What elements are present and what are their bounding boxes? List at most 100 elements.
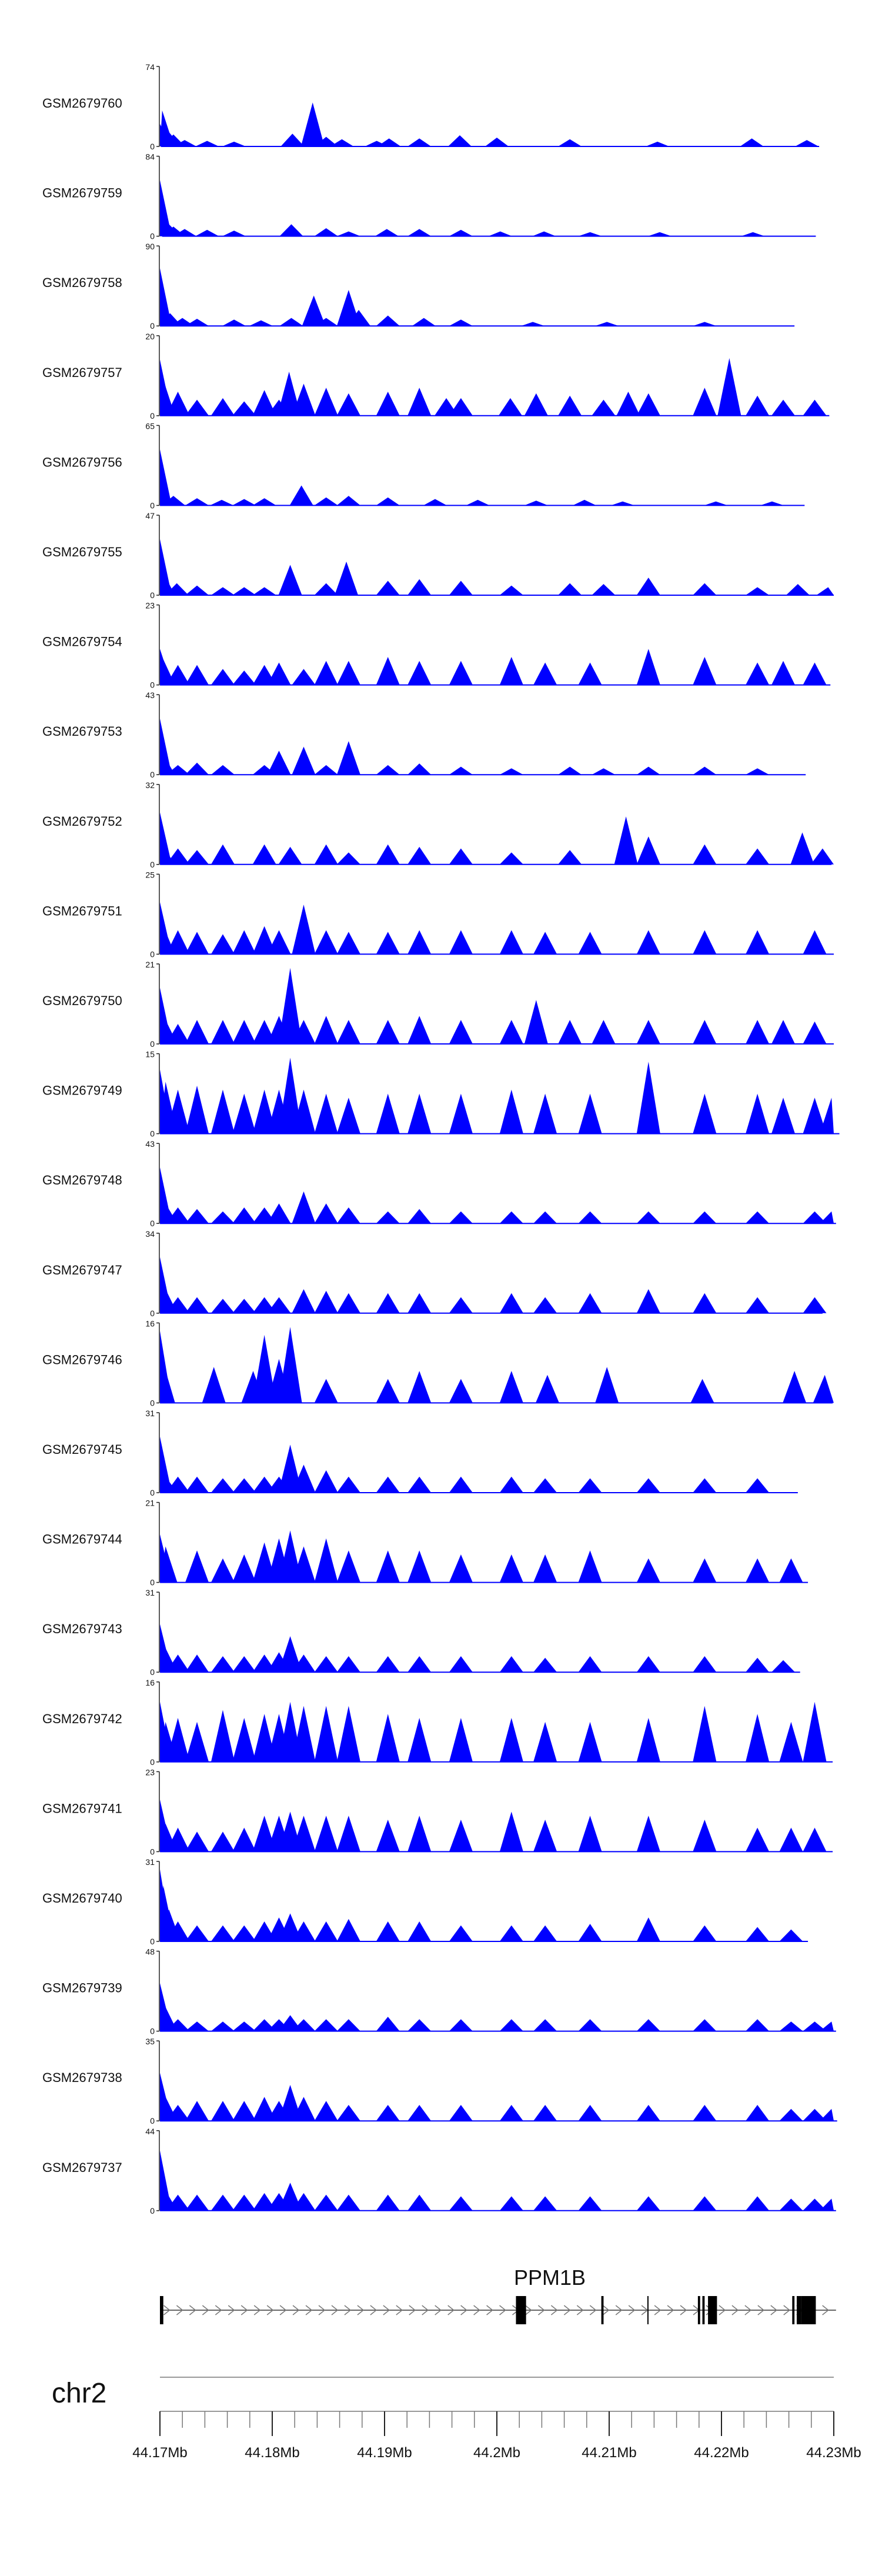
coverage-peak <box>771 1660 796 1673</box>
coverage-peak <box>249 320 273 326</box>
strand-arrow <box>370 2305 377 2315</box>
coverage-peak <box>185 318 209 326</box>
track-y-max-label: 34 <box>145 1229 155 1239</box>
coverage-peak <box>292 1921 316 1941</box>
coverage-peak <box>578 2196 602 2211</box>
exon-block <box>697 2296 700 2324</box>
strand-arrow <box>473 2305 480 2315</box>
track-y-max-label: 65 <box>145 421 155 431</box>
coverage-peak <box>693 1211 717 1224</box>
coverage-peak <box>795 140 819 146</box>
coverage-peak <box>211 2194 235 2211</box>
coverage-peak <box>185 1297 209 1313</box>
track-y-min-label: 0 <box>150 680 155 690</box>
coverage-peak <box>779 2021 803 2031</box>
track-sample-label: GSM2679756 <box>42 455 122 469</box>
track-sample-label: GSM2679751 <box>42 903 122 918</box>
coverage-peak <box>407 1656 432 1673</box>
track-sample-label: GSM2679745 <box>42 1442 122 1457</box>
coverage-peak <box>173 140 197 146</box>
strand-arrow <box>189 2305 196 2315</box>
coverage-peak <box>278 1327 302 1403</box>
coverage-peak <box>185 2101 209 2121</box>
coverage-peak <box>779 2198 803 2211</box>
coverage-track: GSM2679750 21 0 <box>42 960 834 1049</box>
coverage-peak <box>376 2105 400 2121</box>
strand-arrow <box>253 2305 261 2315</box>
coverage-peak <box>803 930 827 955</box>
coverage-peak <box>336 1706 360 1762</box>
coverage-track: GSM2679752 32 0 <box>42 780 834 869</box>
track-sample-label: GSM2679738 <box>42 2070 122 2085</box>
coverage-peak <box>211 1299 235 1313</box>
coverage-peak <box>499 768 523 775</box>
coverage-peak <box>336 1020 360 1044</box>
coverage-track: GSM2679739 48 0 <box>42 1947 836 2036</box>
coverage-peak <box>376 1714 400 1762</box>
coverage-peak <box>449 1554 473 1583</box>
coverage-peak <box>449 1093 473 1134</box>
exon-block <box>601 2296 604 2324</box>
coverage-peak <box>252 498 276 506</box>
coverage-peak <box>636 2105 660 2121</box>
coverage-peak <box>160 180 172 236</box>
coverage-peak <box>336 1918 360 1941</box>
coverage-peak <box>166 665 190 685</box>
coverage-peak <box>449 1476 473 1493</box>
coverage-peak <box>314 1093 338 1134</box>
coverage-track: GSM2679737 44 0 <box>42 2127 836 2215</box>
coverage-peak <box>185 1721 209 1762</box>
track-y-max-label: 84 <box>145 152 155 162</box>
coverage-peak <box>166 1718 190 1762</box>
coverage-peak <box>746 930 770 955</box>
coverage-peak <box>211 669 235 685</box>
coverage-peak <box>165 583 189 595</box>
coverage-peak <box>407 1718 432 1762</box>
track-sample-label: GSM2679750 <box>42 993 122 1008</box>
coverage-peak <box>376 1093 400 1134</box>
coverage-peak <box>166 1089 190 1134</box>
coverage-peak <box>572 499 596 506</box>
coverage-peak <box>376 1550 400 1583</box>
track-y-min-label: 0 <box>150 411 155 421</box>
strand-arrow <box>344 2305 352 2315</box>
coverage-peak <box>160 449 172 506</box>
coverage-track: GSM2679748 43 0 <box>42 1139 836 1228</box>
coverage-peak <box>803 662 827 685</box>
track-y-max-label: 31 <box>145 1409 155 1418</box>
coverage-peak <box>211 1478 235 1493</box>
strand-arrow <box>240 2305 248 2315</box>
track-sample-label: GSM2679757 <box>42 365 122 380</box>
coverage-peak <box>447 135 472 146</box>
coverage-peak <box>532 231 556 236</box>
coverage-peak <box>746 1927 770 1941</box>
exon-block <box>160 2296 163 2324</box>
coverage-peak <box>499 585 523 595</box>
coverage-peak <box>810 848 834 865</box>
coverage-peak <box>278 846 302 865</box>
coverage-peak <box>407 2019 432 2031</box>
strand-arrow <box>202 2305 209 2315</box>
coverage-peak <box>376 1476 400 1493</box>
exon-block <box>792 2296 795 2324</box>
coverage-peak <box>211 1089 235 1134</box>
exon-block <box>647 2296 649 2324</box>
coverage-peak <box>693 1820 717 1852</box>
coverage-peak <box>314 583 338 595</box>
coverage-peak <box>820 2198 834 2211</box>
coverage-peak <box>160 1167 172 1224</box>
coverage-peak <box>533 2105 557 2121</box>
coverage-peak <box>336 741 360 775</box>
coverage-peak <box>292 1816 316 1852</box>
coverage-peak <box>292 2019 316 2031</box>
coverage-peak <box>222 231 246 236</box>
exon-block <box>516 2296 526 2324</box>
coverage-peak <box>232 1093 256 1134</box>
coverage-peak <box>292 746 316 775</box>
coverage-peak <box>535 1374 559 1403</box>
coverage-peak <box>693 388 717 416</box>
coverage-peak <box>636 836 660 865</box>
coverage-peak <box>760 501 784 506</box>
coverage-peak <box>314 318 338 326</box>
